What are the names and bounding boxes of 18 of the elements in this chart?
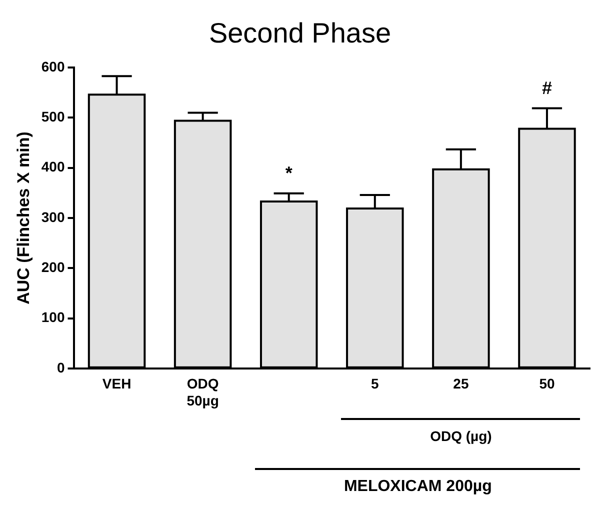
y-tick-label: 300 bbox=[41, 208, 65, 225]
x-tick-label: 5 bbox=[371, 376, 379, 392]
y-tick-label: 100 bbox=[41, 309, 65, 326]
y-tick-label: 500 bbox=[41, 108, 65, 125]
chart-title: Second Phase bbox=[208, 18, 392, 49]
y-tick-label: 0 bbox=[56, 359, 65, 376]
x-tick-label: ODQ 50µg bbox=[186, 376, 219, 408]
text: MELOXICAM 200µg bbox=[342, 478, 493, 496]
x-tick-label: 50 bbox=[539, 376, 555, 392]
y-tick-label: 200 bbox=[41, 258, 65, 275]
annotation: # bbox=[540, 78, 553, 100]
y-tick-label: 600 bbox=[41, 58, 65, 74]
x-tick-label: 25 bbox=[453, 376, 469, 392]
x-tick-label: VEH bbox=[102, 376, 132, 392]
text: ODQ (µg) bbox=[429, 428, 493, 444]
y-tick-label: 400 bbox=[41, 158, 65, 175]
annotation: * bbox=[284, 163, 294, 184]
y-axis-title: AUC (Flinches X min) bbox=[14, 132, 33, 304]
